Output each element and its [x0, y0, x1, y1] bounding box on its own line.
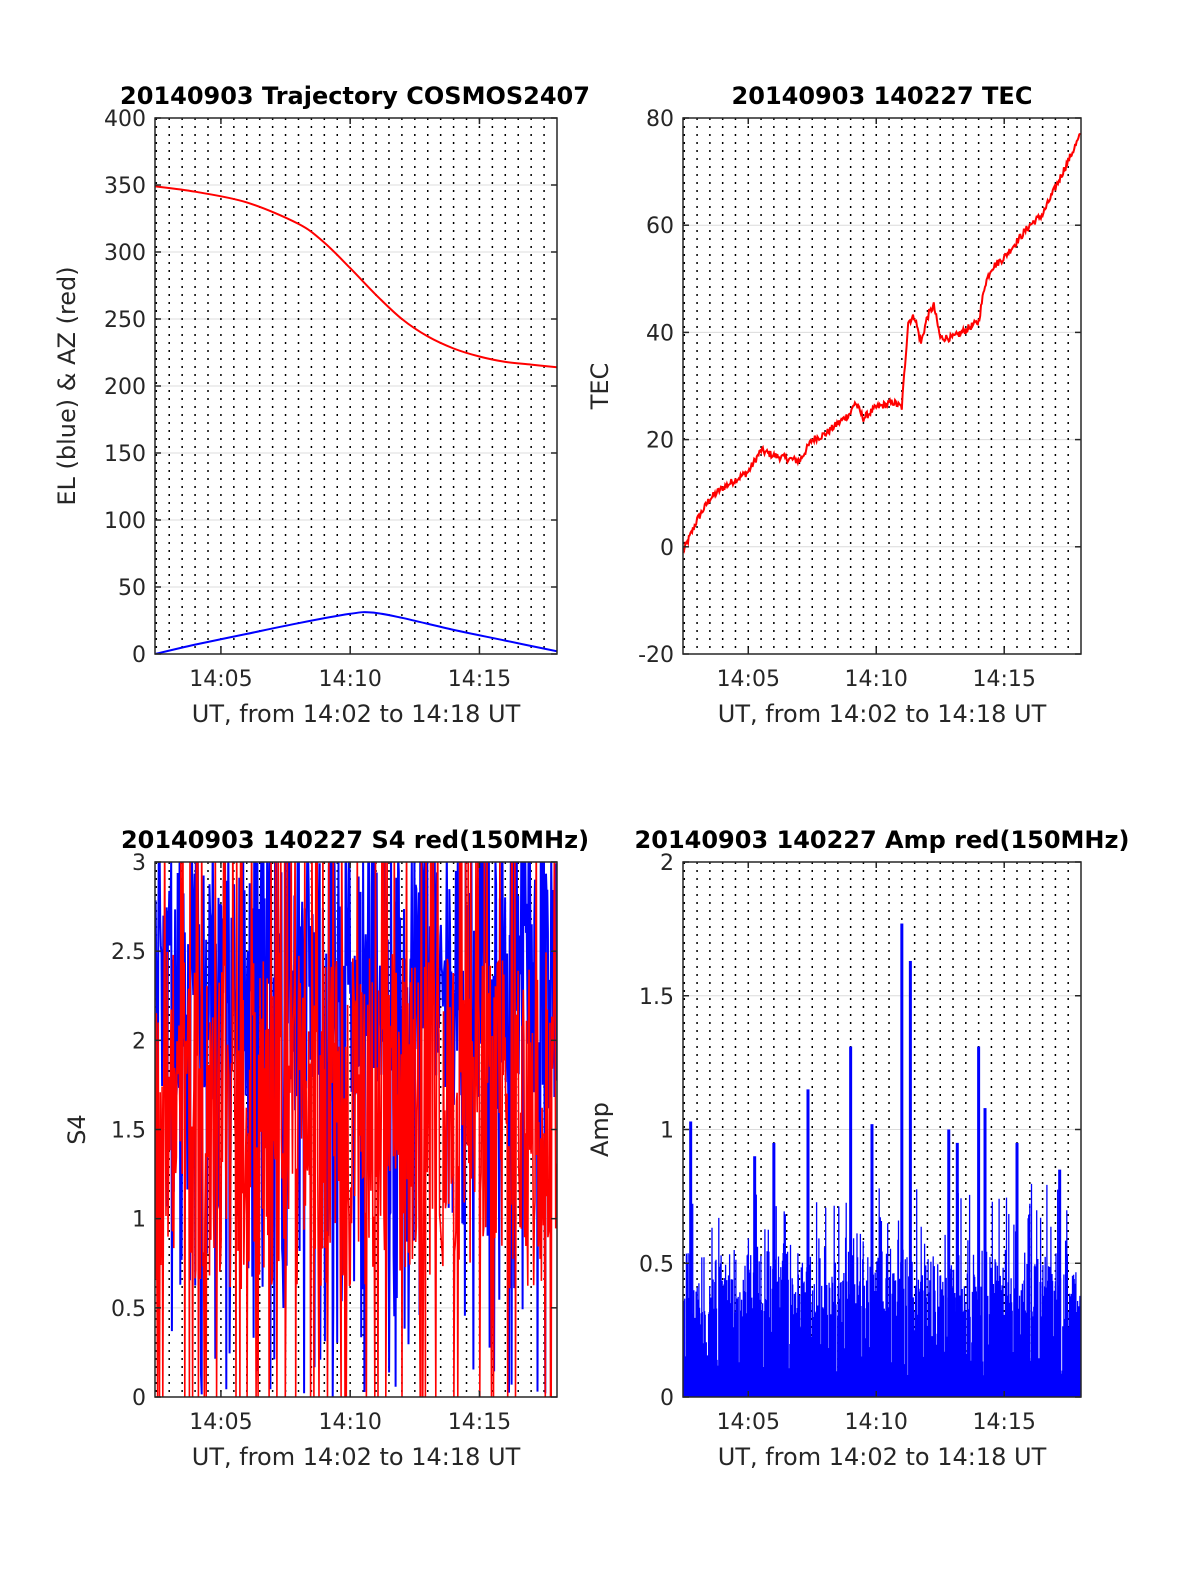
y-axis-label: Amp	[586, 1102, 614, 1157]
series-line-red	[155, 862, 557, 1397]
y-tick-label: 2.5	[111, 940, 146, 965]
y-tick-label: 200	[104, 375, 146, 400]
y-tick-label: -20	[638, 643, 674, 668]
y-tick-label: 1.5	[111, 1119, 146, 1144]
y-tick-label: 0	[132, 643, 146, 668]
x-axis-label: UT, from 14:02 to 14:18 UT	[718, 1443, 1047, 1471]
amp-peak-bar	[870, 1124, 874, 1397]
y-tick-label: 0.5	[111, 1297, 146, 1322]
y-tick-label: 2	[660, 851, 674, 876]
amp-peak-bar	[806, 1089, 810, 1397]
y-tick-label: 1	[660, 1119, 674, 1144]
amp-peak-bar	[1015, 1142, 1019, 1397]
chart-title: 20140903 140227 TEC	[732, 82, 1033, 110]
x-tick-label: 14:05	[717, 667, 780, 692]
y-tick-label: 100	[104, 509, 146, 534]
x-tick-label: 14:15	[448, 667, 511, 692]
amp-peak-bar	[977, 1046, 981, 1397]
amp-peak-bar	[849, 1046, 853, 1397]
amp-peak-bar	[772, 1142, 776, 1397]
x-tick-label: 14:10	[318, 667, 381, 692]
plot-area	[683, 923, 1081, 1397]
y-axis-label: S4	[63, 1114, 91, 1145]
x-axis-label: UT, from 14:02 to 14:18 UT	[192, 700, 521, 728]
y-axis-label: EL (blue) & AZ (red)	[53, 266, 81, 505]
amp-peak-bar	[983, 1108, 987, 1397]
plot-area	[683, 132, 1081, 554]
chart-title: 20140903 140227 Amp red(150MHz)	[635, 826, 1130, 854]
subplot-2: -20 0 20 40 60 80 14:05 14:10 14:15 20140903 1402…	[586, 82, 1082, 728]
x-tick-label: 14:15	[973, 667, 1036, 692]
amp-peak-bar	[955, 1142, 959, 1397]
x-tick-label: 14:10	[845, 667, 908, 692]
y-tick-label: 3	[132, 851, 146, 876]
amp-peak-bar	[908, 960, 912, 1397]
series-line-red	[683, 132, 1081, 554]
axes-box	[682, 117, 1082, 655]
x-tick-label: 14:05	[717, 1410, 780, 1435]
series-line-blue	[155, 611, 557, 654]
subplot-3: 0 0.5 1 1.5 2 2.5 3 14:05 14:10 14:15 20140903 140…	[63, 826, 589, 1471]
y-tick-label: 1	[132, 1208, 146, 1233]
y-axis-label: TEC	[586, 363, 614, 411]
x-tick-label: 14:05	[189, 667, 252, 692]
x-axis-label: UT, from 14:02 to 14:18 UT	[718, 700, 1047, 728]
y-tick-label: 250	[104, 308, 146, 333]
x-tick-label: 14:10	[318, 1410, 381, 1435]
y-tick-label: 300	[104, 241, 146, 266]
y-tick-label: 1.5	[639, 985, 674, 1010]
x-tick-label: 14:10	[845, 1410, 908, 1435]
amp-peak-bar	[1058, 1169, 1062, 1397]
amp-noise-bars	[683, 1183, 1081, 1397]
series-line-red	[155, 185, 557, 369]
subplot-4: 0 0.5 1 1.5 2 14:05 14:10 14:15 20140903 140227 …	[586, 826, 1129, 1471]
y-tick-label: 350	[104, 174, 146, 199]
plot-area	[155, 185, 557, 654]
y-tick-label: 40	[646, 321, 674, 346]
x-axis-label: UT, from 14:02 to 14:18 UT	[192, 1443, 521, 1471]
y-tick-label: 150	[104, 442, 146, 467]
chart-title: 20140903 Trajectory COSMOS2407	[120, 82, 590, 110]
y-tick-label: 0	[132, 1386, 146, 1411]
y-tick-label: 2	[132, 1029, 146, 1054]
amp-peak-bar	[689, 1121, 693, 1397]
amp-peak-bar	[900, 923, 904, 1397]
amp-peak-bar	[753, 1156, 757, 1397]
y-tick-label: 50	[118, 576, 146, 601]
y-tick-label: 0.5	[639, 1252, 674, 1277]
y-tick-label: 400	[104, 107, 146, 132]
subplot-1: 0 50 100 150 200 250 300 350 400 14:05 14:10 14:15 2…	[53, 82, 590, 728]
y-tick-label: 0	[660, 536, 674, 561]
y-tick-label: 80	[646, 107, 674, 132]
y-tick-label: 0	[660, 1386, 674, 1411]
plot-area	[155, 862, 557, 1397]
chart-title: 20140903 140227 S4 red(150MHz)	[121, 826, 589, 854]
x-tick-label: 14:05	[189, 1410, 252, 1435]
y-tick-label: 60	[646, 214, 674, 239]
amp-peak-bar	[947, 1129, 951, 1397]
x-tick-label: 14:15	[448, 1410, 511, 1435]
x-tick-label: 14:15	[973, 1410, 1036, 1435]
y-tick-label: 20	[646, 429, 674, 454]
